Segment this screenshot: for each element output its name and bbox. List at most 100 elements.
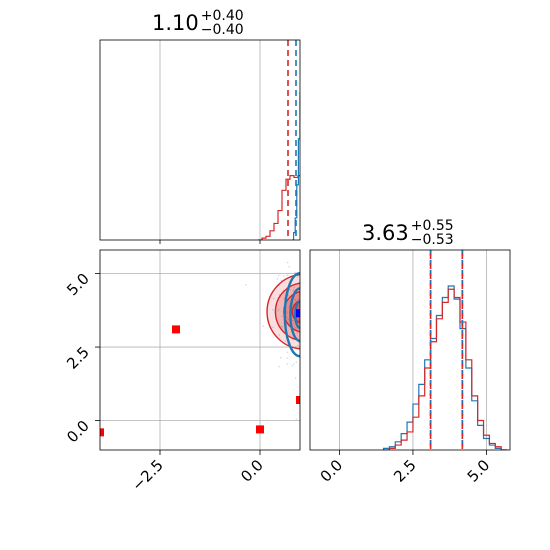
joint-sample-point: [314, 294, 316, 296]
joint-outlier-point-3: [296, 396, 300, 404]
joint-sample-point: [306, 315, 308, 317]
joint-sample-point: [319, 331, 321, 333]
joint-sample-point: [297, 344, 300, 347]
joint-sample-point: [307, 294, 309, 296]
joint-sample-point: [307, 289, 309, 291]
joint-sample-point: [288, 265, 290, 268]
param1-xtick-label-1: 2.5: [390, 456, 420, 486]
joint-sample-point: [307, 319, 309, 321]
joint-outlier-point-2: [256, 425, 264, 434]
joint-sample-point: [295, 418, 298, 420]
joint-sample-point: [307, 347, 309, 349]
joint-sample-point: [287, 294, 290, 296]
joint-sample-point: [320, 321, 322, 323]
joint-sample-point: [282, 274, 285, 277]
joint-sample-point: [305, 283, 307, 285]
joint-sample-point: [308, 342, 310, 344]
joint-sample-point: [278, 334, 280, 336]
joint-sample-point: [284, 340, 287, 342]
joint-sample-point: [303, 328, 305, 330]
joint-sample-point: [287, 318, 290, 321]
joint-sample-point: [301, 301, 303, 303]
joint-sample-point: [313, 303, 315, 305]
joint-sample-point: [262, 325, 265, 327]
joint-sample-point: [307, 299, 309, 301]
joint-sample-point: [272, 326, 274, 329]
param1-ytick-label-0: 0.0: [63, 417, 93, 447]
joint-sample-point: [295, 327, 297, 329]
param0-marginal-frame: [99, 39, 301, 241]
joint-sample-point: [306, 335, 308, 337]
joint-sample-point: [307, 324, 309, 326]
param0-title: 1.10 +0.40 −0.40: [152, 9, 244, 37]
joint-sample-point: [318, 317, 320, 319]
param0-title-value: 1.10: [152, 11, 199, 35]
joint-sample-point: [302, 282, 304, 284]
joint-sample-point: [314, 269, 316, 271]
joint-sample-point: [302, 306, 304, 308]
param0-run-b-histogram: [292, 92, 300, 240]
joint-sample-point: [302, 278, 304, 280]
joint-sample-point: [277, 308, 280, 311]
joint-sample-point: [311, 308, 313, 310]
joint-sample-point: [320, 266, 322, 268]
joint-sample-point: [296, 275, 299, 278]
joint-frame: [99, 249, 301, 451]
joint-sample-point: [313, 336, 315, 338]
joint-sample-point: [277, 274, 280, 277]
joint-sample-point: [305, 318, 307, 320]
joint-sample-point: [302, 295, 304, 297]
joint-sample-point: [305, 269, 307, 271]
joint-sample-point: [310, 350, 312, 352]
joint-sample-point: [276, 278, 279, 280]
joint-sample-point: [280, 279, 283, 282]
joint-sample-point: [303, 289, 305, 291]
joint-sample-point: [285, 310, 288, 313]
joint-sample-point: [293, 288, 295, 291]
joint-sample-point: [281, 326, 284, 328]
joint-sample-point: [305, 294, 307, 296]
param1-title-plus: +0.55: [410, 218, 454, 234]
joint-sample-point: [302, 348, 304, 350]
joint-sample-point: [318, 288, 320, 290]
joint-sample-point: [314, 312, 316, 314]
joint-sample-point: [315, 324, 317, 326]
param1-title-minus: −0.53: [410, 232, 454, 248]
joint-sample-point: [273, 297, 275, 300]
joint-sample-point: [320, 342, 322, 344]
joint-plot: [100, 245, 344, 450]
joint-sample-point: [300, 336, 302, 338]
joint-sample-point: [314, 319, 316, 321]
joint-sample-point: [308, 324, 310, 326]
joint-sample-point: [293, 286, 296, 289]
param1-xtick-label-2: 5.0: [464, 456, 494, 486]
param0-title-minus: −0.40: [200, 22, 244, 38]
joint-sample-point: [342, 314, 344, 316]
param0-xtick-label-0: −2.5: [128, 456, 166, 494]
joint-sample-point: [302, 325, 304, 327]
joint-sample-point: [305, 339, 307, 341]
joint-sample-point: [305, 308, 307, 310]
joint-sample-point: [313, 315, 315, 317]
joint-sample-point: [294, 298, 296, 301]
joint-sample-point: [312, 330, 314, 332]
joint-sample-point: [314, 352, 316, 354]
joint-sample-point: [281, 315, 284, 318]
joint-sample-point: [322, 306, 324, 308]
joint-outlier-point-0: [100, 428, 104, 437]
joint-sample-point: [306, 305, 308, 307]
joint-sample-point: [306, 303, 308, 305]
joint-sample-point: [311, 319, 313, 321]
joint-sample-point: [302, 301, 304, 303]
joint-sample-point: [286, 363, 289, 365]
joint-sample-point: [306, 256, 308, 258]
joint-sample-point: [319, 245, 321, 247]
joint-sample-point: [302, 278, 304, 280]
joint-sample-point: [318, 292, 320, 294]
joint-sample-point: [317, 336, 319, 338]
joint-sample-point: [305, 312, 307, 314]
joint-truth-point: [296, 309, 300, 318]
joint-sample-point: [323, 261, 325, 263]
joint-sample-point: [314, 296, 316, 298]
